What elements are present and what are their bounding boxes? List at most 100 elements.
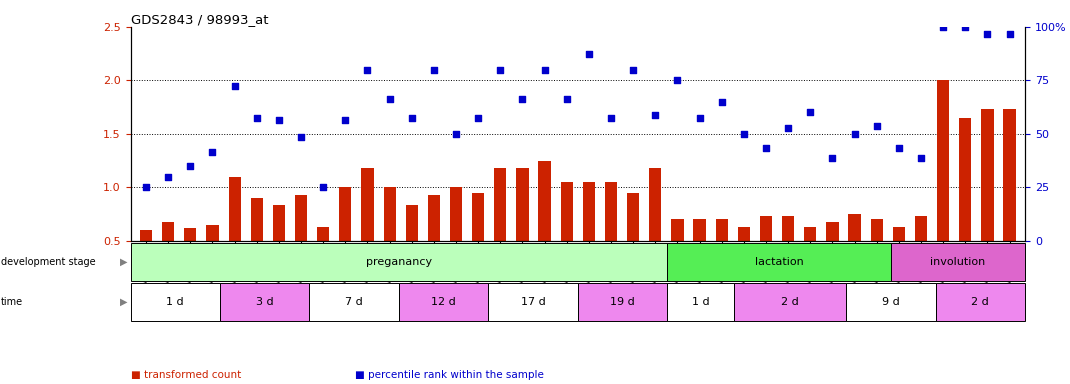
Point (337, 117, 354, 123)
Bar (716, 219, 728, 241)
Point (934, 24, 951, 30)
Text: ■ percentile rank within the sample: ■ percentile rank within the sample (355, 370, 545, 380)
Point (226, 83, 243, 89)
Bar (915, 216, 927, 241)
Point (137, 184, 154, 190)
Bar (891, 243, 1025, 281)
Bar (406, 205, 417, 241)
Bar (805, 227, 816, 241)
Point (559, 96, 576, 102)
Bar (846, 283, 935, 321)
Bar (693, 219, 706, 241)
Point (801, 109, 819, 116)
Point (714, 99, 731, 105)
Text: 1 d: 1 d (692, 296, 709, 307)
Bar (131, 283, 220, 321)
Point (979, 31, 996, 37)
Bar (937, 80, 949, 241)
Bar (250, 198, 263, 241)
Bar (220, 283, 309, 321)
Bar (494, 168, 506, 241)
Bar (449, 187, 462, 241)
Text: lactation: lactation (754, 257, 804, 267)
Bar (162, 222, 174, 241)
Bar (339, 187, 351, 241)
Bar (229, 177, 241, 241)
Point (602, 115, 620, 121)
Point (913, 156, 930, 162)
Point (625, 66, 642, 73)
Bar (760, 216, 773, 241)
Bar (734, 283, 846, 321)
Bar (131, 243, 668, 281)
Point (890, 145, 907, 151)
Bar (207, 225, 218, 241)
Point (868, 123, 885, 129)
Point (1002, 31, 1019, 37)
Point (758, 145, 775, 151)
Text: ■ transformed count: ■ transformed count (131, 370, 241, 380)
Bar (668, 283, 734, 321)
Text: 1 d: 1 d (167, 296, 184, 307)
Text: development stage: development stage (1, 257, 95, 267)
Point (580, 51, 597, 57)
Bar (472, 193, 485, 241)
Point (182, 163, 199, 169)
Text: ▶: ▶ (120, 257, 127, 267)
Point (271, 117, 288, 123)
Bar (583, 182, 595, 241)
Bar (317, 227, 330, 241)
Bar (671, 219, 684, 241)
Bar (399, 283, 488, 321)
Bar (981, 109, 994, 241)
Text: 2 d: 2 d (972, 296, 989, 307)
Bar (649, 168, 661, 241)
Bar (826, 222, 839, 241)
Text: 7 d: 7 d (346, 296, 363, 307)
Point (470, 115, 487, 121)
Bar (309, 283, 399, 321)
Point (780, 126, 797, 132)
Bar (849, 214, 860, 241)
Point (957, 24, 974, 30)
Text: 2 d: 2 d (781, 296, 799, 307)
Point (735, 131, 752, 137)
Text: 3 d: 3 d (256, 296, 274, 307)
Text: time: time (1, 296, 24, 307)
Bar (959, 118, 972, 241)
Point (669, 77, 686, 83)
Text: preganancy: preganancy (366, 257, 432, 267)
Bar (517, 168, 529, 241)
Point (315, 184, 332, 190)
Point (358, 66, 376, 73)
Bar (871, 219, 883, 241)
Bar (605, 182, 617, 241)
Bar (488, 283, 578, 321)
Bar (561, 182, 572, 241)
Point (492, 66, 509, 73)
Point (846, 131, 863, 137)
Text: involution: involution (930, 257, 985, 267)
Bar (892, 227, 905, 241)
Bar (184, 228, 197, 241)
Point (204, 149, 221, 155)
Bar (362, 168, 373, 241)
Point (514, 96, 531, 102)
Point (536, 66, 553, 73)
Bar (782, 216, 794, 241)
Bar (738, 227, 750, 241)
Bar (383, 187, 396, 241)
Bar (668, 243, 891, 281)
Point (447, 131, 464, 137)
Bar (935, 283, 1025, 321)
Bar (1004, 109, 1015, 241)
Point (292, 134, 309, 140)
Text: 12 d: 12 d (431, 296, 456, 307)
Bar (140, 230, 152, 241)
Bar (627, 193, 639, 241)
Text: 19 d: 19 d (610, 296, 635, 307)
Point (824, 156, 841, 162)
Text: GDS2843 / 98993_at: GDS2843 / 98993_at (131, 13, 269, 26)
Point (248, 115, 265, 121)
Point (403, 115, 421, 121)
